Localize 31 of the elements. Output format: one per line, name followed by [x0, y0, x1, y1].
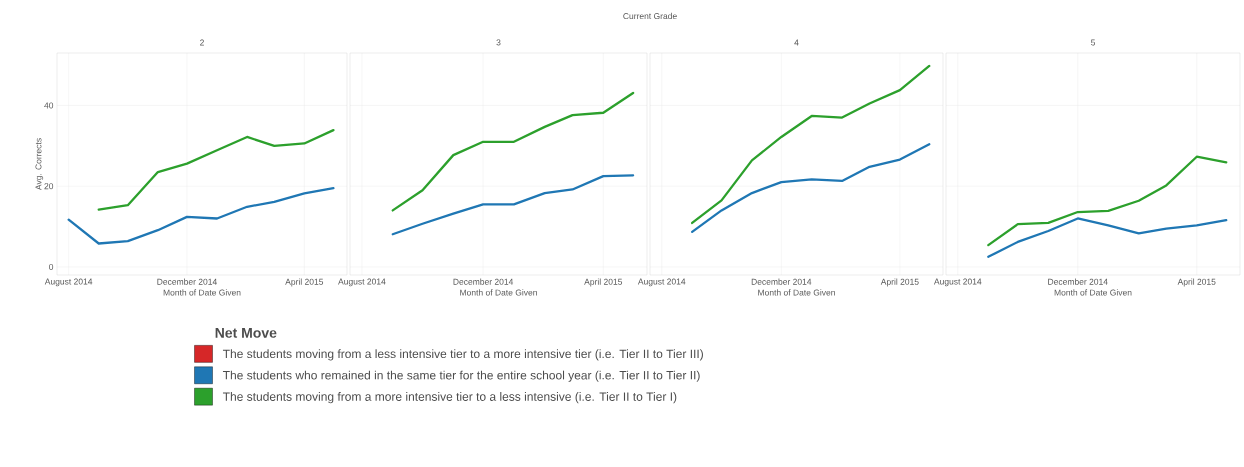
legend-label: The students moving from a less intensive tier to a more intensive tier (i.e. Tier II to Tier III)	[222, 349, 703, 361]
x-tick-label: April 2015	[285, 278, 324, 287]
x-tick-label: December 2014	[1048, 278, 1108, 285]
x-tick-label: December 2014	[453, 278, 514, 285]
y-tick-label: 20	[44, 183, 54, 190]
line-series	[67, 187, 335, 245]
x-axis-title: Month of Date Given	[163, 289, 241, 296]
chart-title: 3	[496, 39, 501, 46]
x-axis-title: Month of Date Given	[758, 289, 835, 296]
x-tick-label: April 2015	[584, 278, 623, 287]
chart-title: 2	[200, 39, 204, 46]
x-tick-label: August 2014	[637, 278, 686, 287]
y-axis-title: Avg. Corrects	[35, 138, 44, 191]
x-tick-label: April 2015	[1177, 278, 1216, 287]
legend-label: The students who remained in the same tier for the entire school year (i.e. Tier II to Tier II)	[222, 370, 700, 382]
legend-label: The students moving from a more intensive tier to a less intensive (i.e. Tier II to Tier I)	[222, 392, 677, 404]
x-axis-title: Month of Date Given	[460, 289, 537, 296]
x-tick-label: April 2015	[880, 278, 919, 287]
legend-title: Net Move	[215, 328, 277, 338]
y-tick-label: 0	[49, 263, 54, 270]
chart-title: 5	[1090, 39, 1096, 46]
y-tick-label: 40	[44, 102, 54, 109]
x-tick-label: December 2014	[751, 278, 812, 285]
x-tick-label: December 2014	[157, 278, 217, 285]
line-series	[97, 128, 335, 211]
x-tick-label: August 2014	[44, 278, 93, 287]
text: Current Grade	[623, 12, 677, 20]
x-tick-label: August 2014	[933, 278, 982, 287]
x-axis-title: Month of Date Given	[1054, 289, 1132, 296]
chart-title: 4	[794, 39, 799, 46]
x-tick-label: August 2014	[338, 278, 386, 287]
